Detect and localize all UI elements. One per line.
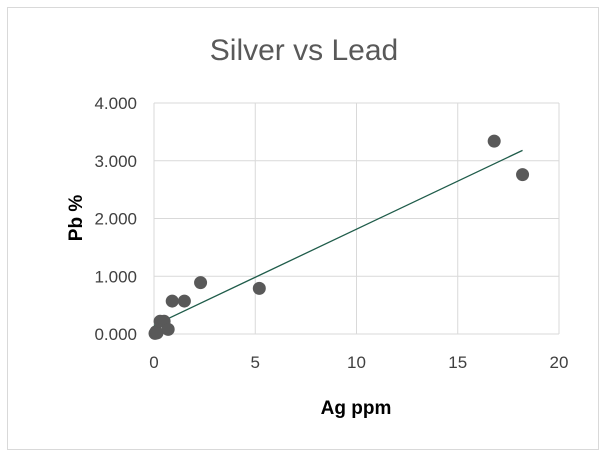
x-tick-label: 20: [550, 353, 569, 372]
trendline: [153, 149, 523, 326]
x-tick-label: 0: [149, 353, 158, 372]
data-point: [165, 294, 179, 308]
y-axis-title: Pb %: [66, 195, 87, 242]
x-tick-label: 5: [251, 353, 260, 372]
data-point: [516, 168, 530, 182]
y-tick-label: 0.000: [94, 325, 137, 344]
data-point: [487, 134, 501, 148]
data-point: [194, 276, 208, 290]
gridlines: [153, 102, 560, 335]
chart-title: Silver vs Lead: [210, 34, 398, 67]
x-tick-label: 15: [448, 353, 467, 372]
chart-area: [7, 7, 599, 450]
y-tick-label: 4.000: [94, 94, 137, 113]
trendline-layer: [153, 149, 523, 326]
y-tick-label: 1.000: [94, 267, 137, 286]
data-point: [177, 294, 191, 308]
data-points: [148, 134, 530, 340]
y-tick-label: 3.000: [94, 152, 137, 171]
data-point: [150, 326, 164, 340]
tick-labels: 0.000 1.000 2.000 3.000 4.000 0 5 10 15 20: [94, 94, 568, 372]
x-tick-label: 10: [347, 353, 366, 372]
x-axis-title: Ag ppm: [321, 398, 392, 419]
y-tick-label: 2.000: [94, 210, 137, 229]
data-point: [252, 281, 266, 295]
data-point: [161, 322, 175, 336]
